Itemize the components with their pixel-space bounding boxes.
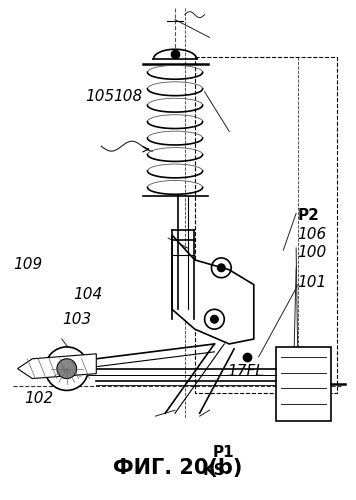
Polygon shape <box>17 354 96 378</box>
Bar <box>277 347 331 421</box>
Circle shape <box>45 347 88 391</box>
Text: 109: 109 <box>13 258 42 272</box>
Text: 17FL: 17FL <box>227 364 264 378</box>
Circle shape <box>57 359 77 378</box>
Text: P2: P2 <box>297 208 319 223</box>
Bar <box>195 57 337 394</box>
Text: ФИГ. 20(b): ФИГ. 20(b) <box>113 458 243 477</box>
Text: 102: 102 <box>24 391 53 406</box>
Circle shape <box>210 316 218 323</box>
Text: 108: 108 <box>113 89 142 104</box>
Text: KS: KS <box>203 462 225 477</box>
Text: 105: 105 <box>85 89 114 104</box>
Text: 103: 103 <box>62 312 91 326</box>
Polygon shape <box>172 235 254 344</box>
Text: 101: 101 <box>297 274 326 289</box>
Text: 104: 104 <box>73 287 102 302</box>
Text: P1: P1 <box>213 445 235 460</box>
Text: 100: 100 <box>297 245 326 260</box>
Text: 106: 106 <box>297 226 326 242</box>
Circle shape <box>218 264 225 272</box>
